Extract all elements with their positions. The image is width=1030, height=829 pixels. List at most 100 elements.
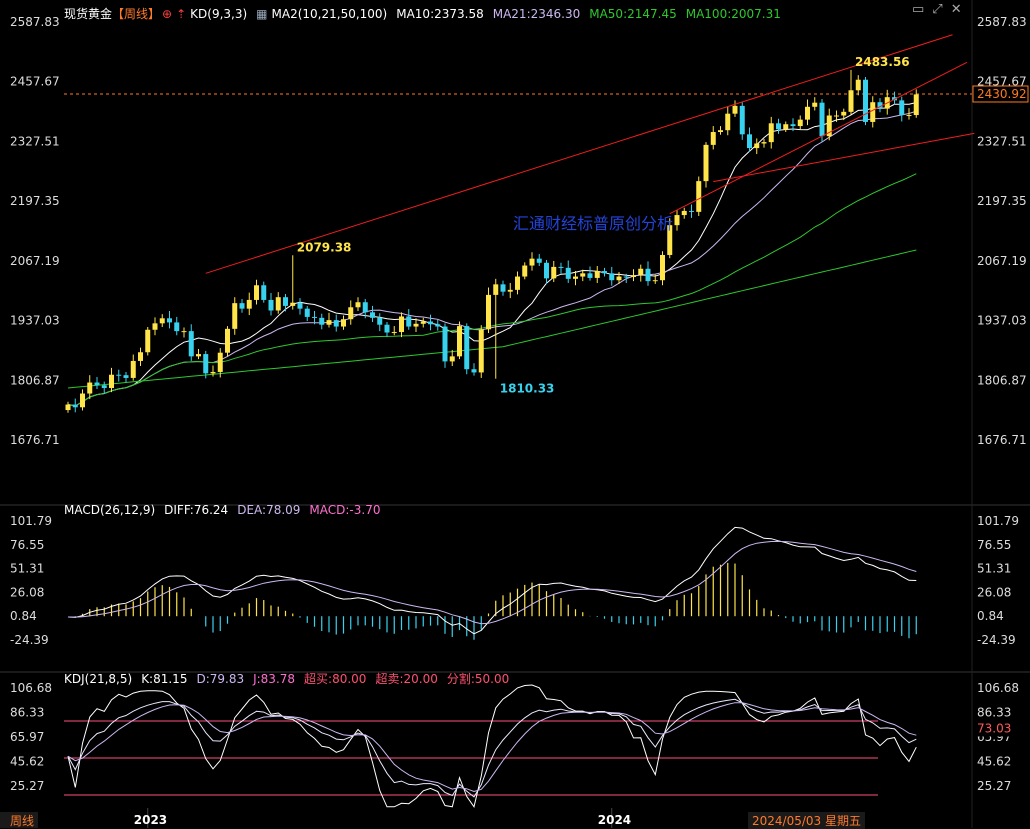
candle-body	[420, 321, 426, 324]
kdj-d: D:79.83	[196, 672, 245, 686]
candle-body	[312, 316, 317, 318]
y-tick-label-left: 1676.71	[10, 433, 60, 447]
close-icon[interactable]: ⊕	[162, 7, 173, 21]
macd-tick-right: 101.79	[977, 514, 1019, 528]
main-header: 现货黄金【周线】 ⊕ ⇡ KD(9,3,3) ▦ MA2(10,21,50,100) MA1…	[64, 5, 790, 22]
y-tick-label-right: 2067.19	[977, 254, 1027, 268]
trend-line	[669, 61, 968, 215]
candle-body	[217, 352, 223, 372]
kdj-label[interactable]: KDJ(21,8,5)	[64, 672, 133, 686]
candle-body	[384, 324, 390, 333]
kdj-j: J:83.78	[253, 672, 296, 686]
candle-body	[739, 105, 745, 135]
y-tick-label-left: 2067.19	[10, 254, 60, 268]
candle-body	[710, 132, 716, 145]
candle-body	[391, 332, 397, 334]
x-tick-label: 2024	[598, 813, 631, 827]
period-tag[interactable]: 周线	[0, 812, 39, 828]
candle-body	[283, 297, 288, 306]
candle-body	[435, 324, 441, 327]
candle-body	[297, 302, 303, 309]
candle-body	[609, 273, 615, 281]
candle-body	[109, 374, 114, 389]
window-icon[interactable]: ▭	[912, 2, 925, 17]
candle-body	[370, 312, 375, 318]
macd-tick-left: 51.31	[10, 562, 44, 576]
macd-tick-right: 26.08	[977, 585, 1011, 599]
ma-set-label[interactable]: MA2(10,21,50,100)	[271, 7, 388, 21]
ma21-value: MA21:2346.30	[492, 7, 581, 21]
ma10-value: MA10:2373.58	[396, 7, 484, 21]
candle-body	[536, 258, 542, 263]
macd-tick-left: -24.39	[10, 633, 49, 647]
up-arrow-icon[interactable]: ⇡	[176, 7, 187, 21]
candle-body	[877, 102, 883, 109]
candle-body	[326, 320, 332, 325]
candle-body	[819, 102, 825, 137]
candle-body	[319, 317, 325, 325]
price-annotation: 2079.38	[297, 240, 352, 254]
candle-body	[101, 385, 107, 389]
footer-date-label: 2024/05/03 星期五	[752, 814, 861, 828]
symbol-label[interactable]: 现货黄金	[64, 7, 113, 21]
candle-body	[834, 115, 839, 117]
y-tick-label-right: 2457.67	[977, 75, 1027, 89]
candle-body	[783, 124, 789, 130]
candle-body	[203, 354, 209, 374]
indicator-icon[interactable]: ▦	[256, 7, 268, 21]
close-icon[interactable]: ✕	[950, 2, 962, 17]
kdj-panel	[64, 684, 917, 809]
candle-body	[210, 371, 216, 374]
candle-body	[558, 266, 564, 268]
candle-body	[812, 102, 818, 107]
candle-body	[790, 124, 796, 127]
kd-indicator[interactable]: KD(9,3,3)	[190, 7, 248, 21]
candle-body	[522, 265, 528, 277]
footer-date: 2024/05/03 星期五	[748, 812, 865, 829]
macd-label[interactable]: MACD(26,12,9)	[64, 503, 156, 517]
kdj-j-line	[67, 684, 917, 809]
candle-body	[348, 307, 354, 320]
candle-body	[471, 369, 477, 373]
candle-body	[623, 276, 629, 278]
y-tick-label-right: 2197.35	[977, 194, 1027, 208]
candle-body	[145, 329, 151, 353]
kdj-tick-right: 25.27	[977, 779, 1011, 793]
annotations: 2079.38 1810.33 2483.56	[297, 55, 910, 396]
candle-body	[362, 302, 368, 313]
trend-line	[205, 34, 953, 274]
candle-body	[500, 284, 506, 292]
candle-body	[442, 326, 448, 362]
ma100-value: MA100:2007.31	[685, 7, 781, 21]
period-label[interactable]: 【周线】	[112, 7, 161, 21]
candle-body	[725, 113, 731, 131]
resize-icon[interactable]: ⤢	[932, 2, 943, 17]
candle-body	[493, 284, 499, 295]
candle-body	[341, 319, 346, 327]
kdj-tick-right: 106.68	[977, 681, 1019, 695]
macd-tick-left: 0.84	[10, 609, 37, 623]
candle-body	[768, 123, 774, 143]
candle-body	[333, 320, 339, 327]
price-annotation: 2483.56	[855, 55, 910, 69]
kdj-overbought: 超买:80.00	[304, 672, 367, 686]
candle-body	[645, 268, 651, 282]
macd-tick-left: 76.55	[10, 538, 44, 552]
candle-body	[616, 276, 622, 281]
candle-body	[130, 360, 136, 378]
candle-body	[72, 404, 78, 408]
candle-body	[667, 225, 673, 255]
ma10-line	[67, 102, 917, 407]
candle-body	[638, 268, 644, 276]
candle-body	[565, 267, 571, 279]
candle-body	[449, 356, 455, 362]
ma50-line	[67, 173, 917, 407]
kdj-marker-badge	[973, 720, 1013, 737]
candle-body	[660, 254, 665, 281]
candle-body	[776, 123, 781, 130]
candle-body	[863, 79, 868, 122]
candle-body	[116, 374, 122, 376]
y-axes: 2587.83 2587.83 2457.67 2457.67 2327.51 2327.…	[10, 15, 1029, 828]
